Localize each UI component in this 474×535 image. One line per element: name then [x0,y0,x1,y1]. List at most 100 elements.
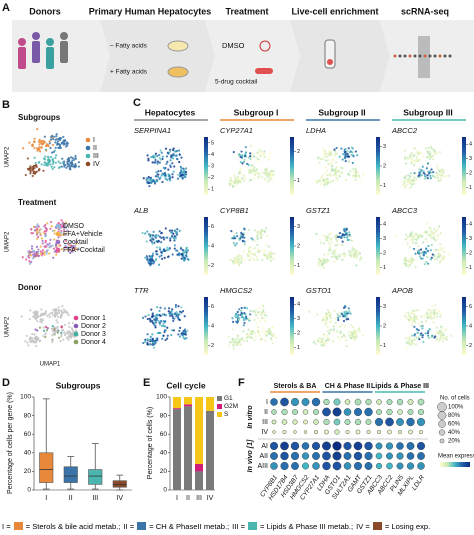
umap-cell [35,345,38,348]
umap-cell [167,248,171,251]
umap-cell [42,139,45,142]
dot [417,398,425,406]
umap-cell [323,180,327,183]
umap-cell [171,329,174,332]
umap-cell [325,322,328,325]
y-tick-label: 80 [24,412,32,419]
umap-cell [327,159,330,162]
umap-cell [165,155,169,158]
dot [344,419,351,425]
bar-segment [184,397,192,405]
umap-cell [37,235,40,238]
umap-cell [264,171,267,174]
umap-cell [229,258,233,261]
umap-cell [439,253,442,257]
umap-cell [269,255,273,258]
umap-cell [421,327,424,330]
umap-cell [48,142,51,145]
umap-cell [54,243,57,247]
umap-cell [63,331,66,334]
umap-cell [440,312,443,315]
umap-cell [166,160,169,164]
umap-cell [250,144,253,147]
umap-cell [73,158,76,161]
umap-cell [33,333,36,336]
umap-cell [174,303,178,307]
umap-cell [177,333,180,336]
umap-cell [74,157,77,160]
umap-cell [329,150,332,153]
umap-cell [163,256,166,259]
umap-cell [51,229,55,232]
umap-cell [431,154,435,158]
umap-cell [421,155,424,158]
umap-cell [158,247,162,250]
seq-dot [403,54,407,58]
treatment-label: DMSO [222,41,245,50]
umap-cell [38,228,41,232]
umap-cell [169,150,172,153]
umap-cell [345,339,348,342]
umap-cell [405,341,408,345]
umap-cell [34,328,37,331]
umap-cell [149,335,152,338]
umap-cell [183,328,187,331]
umap-cell [360,256,363,260]
umap-cell [425,229,428,232]
umap-cell [427,146,430,150]
colorbar-tick-label: 1 [383,265,386,271]
step-band [205,20,300,92]
umap-cell [186,329,189,332]
legend-label: G1 [224,395,233,402]
umap-cell [435,326,438,329]
umap-cell [234,262,237,265]
seq-dot [413,54,417,58]
umap-cell [160,241,163,244]
umap-cell [167,310,170,313]
umap-cell [176,157,179,161]
umap-cell [263,230,266,233]
dot [386,452,393,460]
umap-cell [151,312,154,315]
umap-cell [231,260,235,263]
umap-cell [33,314,37,317]
donor-icon [46,47,54,69]
umap-cell [31,339,34,342]
dot [353,441,363,451]
umap-cell [248,317,251,321]
umap-cell [160,320,163,323]
umap-cell [63,334,67,337]
gene-label: GSTZ1 [306,206,330,215]
umap-cell [74,247,77,250]
dot [365,398,372,406]
umap-cell [38,231,41,234]
legend-label: III [93,153,99,160]
umap-cell [337,316,340,319]
legend-label: FFA+Cocktail [63,247,105,254]
umap-cell [234,316,238,319]
bar-segment [195,463,203,472]
umap-cell [429,235,432,238]
umap-cell [24,173,27,177]
umap-cell [432,321,435,324]
umap-cell [418,233,421,236]
dot [323,398,330,406]
row-group-label: In vitro [247,405,254,429]
x-tick-label: I [176,495,178,502]
umap-cell [235,320,238,323]
umap-cell [20,315,23,318]
umap-cell [343,150,346,153]
umap-cell [415,159,418,163]
umap-cell [50,165,53,168]
umap-cell [256,248,259,251]
umap-cell [172,319,175,323]
umap-cell [53,232,56,235]
umap-cell [326,174,329,177]
umap-cell [37,337,40,340]
umap-cell [436,315,439,318]
colorbar-tick-label: 4 [469,222,472,228]
umap-cell [244,146,247,149]
footer-swatch [248,522,258,530]
umap-cell [325,169,328,173]
legend-label: II [93,145,97,152]
